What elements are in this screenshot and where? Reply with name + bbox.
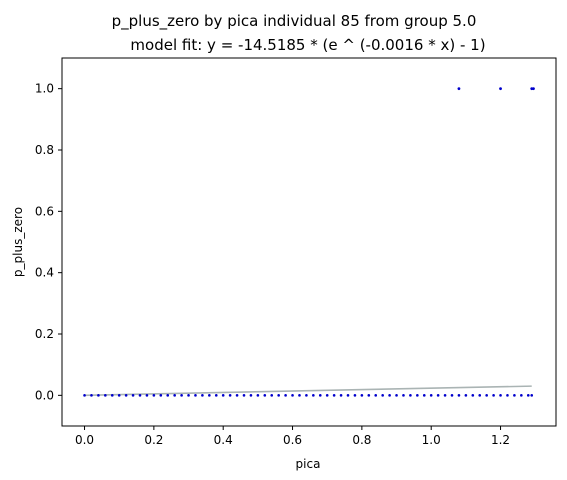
x-tick-label: 0.4 xyxy=(214,433,233,447)
data-point xyxy=(457,87,461,91)
data-point xyxy=(187,394,190,397)
data-point xyxy=(194,394,197,397)
x-tick-label: 0.8 xyxy=(352,433,371,447)
y-tick-label: 1.0 xyxy=(35,82,54,96)
data-point xyxy=(124,394,128,397)
data-point xyxy=(478,394,482,397)
data-point xyxy=(249,394,253,397)
data-point xyxy=(381,394,384,397)
model-fit-line-group xyxy=(84,385,532,397)
data-point xyxy=(339,394,343,397)
y-tick-label: 0.4 xyxy=(35,266,54,280)
data-point xyxy=(530,394,534,397)
plot-area-frame xyxy=(61,57,557,427)
data-point xyxy=(90,394,93,397)
x-tick-label: 1.2 xyxy=(491,433,510,447)
data-point xyxy=(318,394,322,397)
data-point xyxy=(263,394,267,397)
data-point xyxy=(436,394,440,397)
data-point xyxy=(395,394,398,397)
data-point xyxy=(388,394,391,397)
y-tick-label: 0.0 xyxy=(35,388,54,402)
data-point xyxy=(228,394,232,397)
data-point xyxy=(443,394,447,397)
data-point xyxy=(291,394,294,397)
data-point xyxy=(270,394,274,397)
data-point xyxy=(471,394,475,397)
data-point xyxy=(201,394,204,397)
data-point xyxy=(159,394,163,397)
data-point xyxy=(492,394,495,397)
data-point xyxy=(284,394,287,397)
data-point xyxy=(506,394,509,397)
data-point xyxy=(416,394,419,397)
data-point xyxy=(277,394,280,397)
x-axis-label: pica xyxy=(296,457,321,471)
data-point xyxy=(526,394,530,397)
x-tick-label: 1.0 xyxy=(422,433,441,447)
data-point xyxy=(409,394,412,397)
chart-title: p_plus_zero by pica individual 85 from g… xyxy=(112,12,477,31)
chart-subtitle: model fit: y = -14.5185 * (e ^ (-0.0016 … xyxy=(130,36,485,54)
data-point xyxy=(374,394,378,397)
y-tick-label: 0.8 xyxy=(35,143,54,157)
data-point xyxy=(242,394,246,397)
data-point xyxy=(117,394,121,397)
data-point xyxy=(166,394,170,397)
data-point xyxy=(485,394,488,397)
data-point xyxy=(312,394,315,397)
x-tick-label: 0.0 xyxy=(75,433,94,447)
data-point xyxy=(367,394,371,397)
data-point xyxy=(353,394,357,397)
data-point xyxy=(173,394,176,397)
data-point xyxy=(97,394,100,397)
data-point xyxy=(110,394,114,397)
data-point xyxy=(457,394,461,397)
data-point xyxy=(332,394,336,397)
data-point xyxy=(152,394,156,397)
data-point xyxy=(422,394,426,397)
data-point xyxy=(402,394,405,397)
model-fit-line xyxy=(84,385,532,397)
data-point xyxy=(235,394,239,397)
data-point xyxy=(532,87,535,91)
data-point xyxy=(520,394,523,397)
y-axis-label: p_plus_zero xyxy=(11,207,25,277)
x-axis-ticks: 0.0 0.2 0.4 0.6 0.8 1.0 1.2 xyxy=(75,426,510,447)
data-point xyxy=(256,394,260,397)
data-point xyxy=(221,394,225,397)
y-tick-label: 0.6 xyxy=(35,204,54,218)
data-point xyxy=(145,394,149,397)
data-point xyxy=(138,394,142,397)
data-point xyxy=(104,394,107,397)
data-point xyxy=(429,394,433,397)
data-point xyxy=(499,87,502,91)
data-point xyxy=(360,394,364,397)
data-point xyxy=(131,394,135,397)
data-point xyxy=(305,394,308,397)
data-point xyxy=(499,394,502,397)
x-tick-label: 0.2 xyxy=(144,433,163,447)
data-point xyxy=(214,394,218,397)
data-point xyxy=(208,394,211,397)
data-point xyxy=(83,394,86,397)
data-point xyxy=(180,394,183,397)
data-point xyxy=(346,394,350,397)
data-point xyxy=(464,394,468,397)
y-tick-label: 0.2 xyxy=(35,327,54,341)
data-points xyxy=(83,87,535,397)
data-point xyxy=(298,394,301,397)
x-tick-label: 0.6 xyxy=(283,433,302,447)
data-point xyxy=(450,394,454,397)
data-point xyxy=(513,394,516,397)
data-point xyxy=(325,394,329,397)
y-axis-ticks: 0.0 0.2 0.4 0.6 0.8 1.0 xyxy=(35,82,62,402)
